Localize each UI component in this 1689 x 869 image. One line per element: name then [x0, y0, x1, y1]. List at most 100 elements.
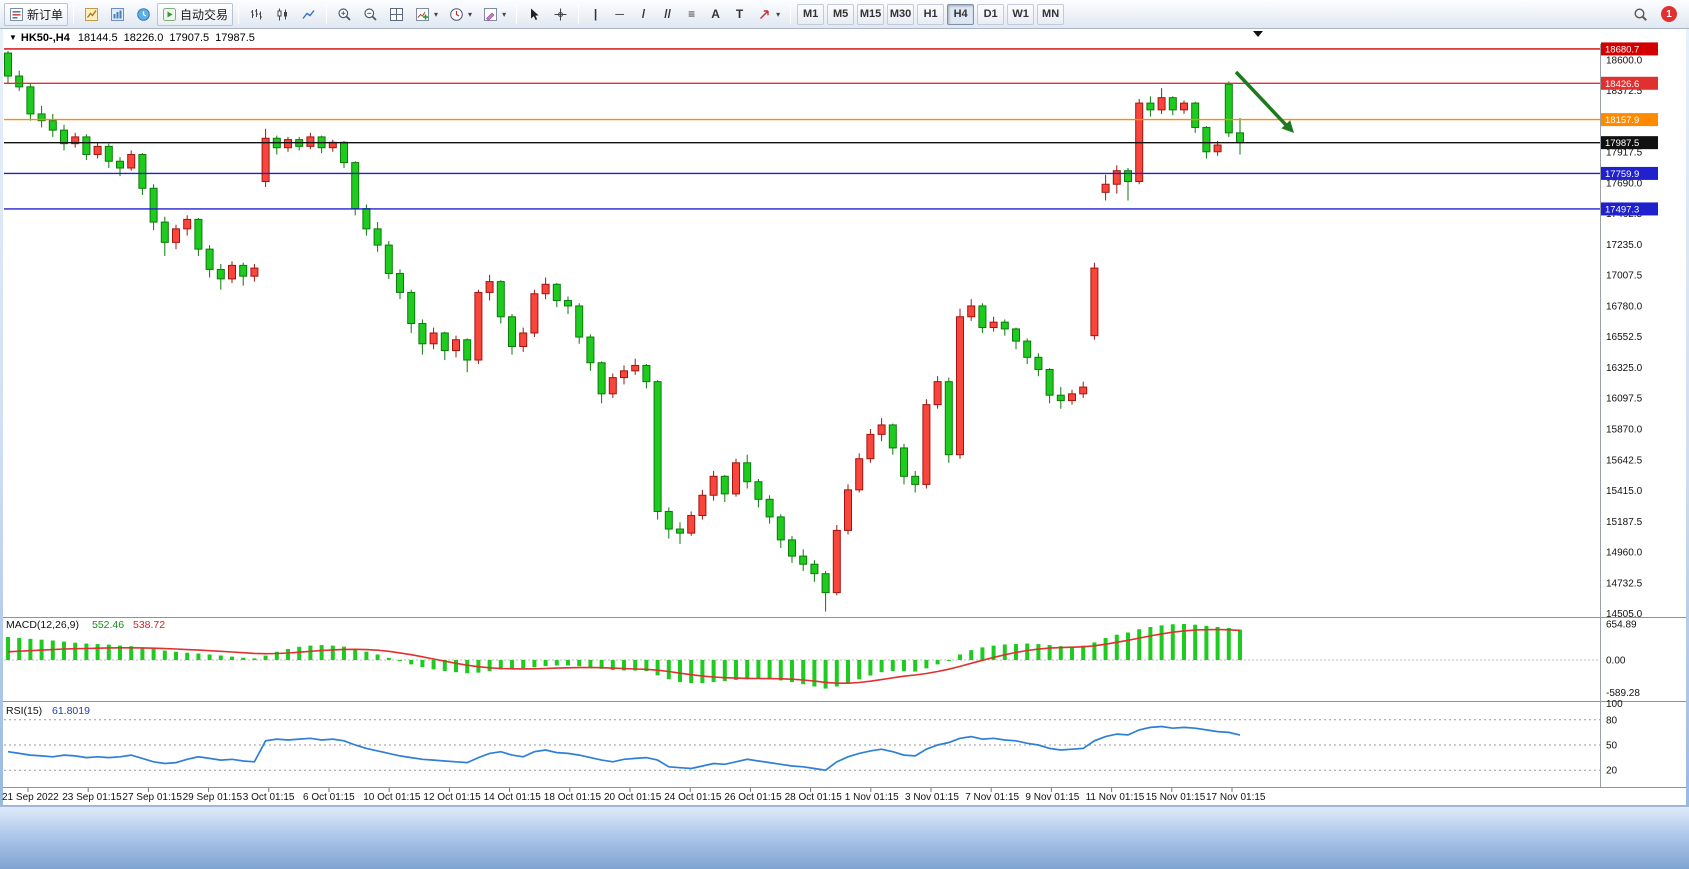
candle-body	[362, 208, 371, 230]
tile-windows-button[interactable]	[384, 3, 409, 26]
timeframe-w1-button[interactable]: W1	[1007, 3, 1035, 25]
price-axis-label: 17690.0	[1606, 178, 1643, 189]
new-order-icon	[10, 7, 23, 21]
macd-histogram-bar	[274, 651, 279, 660]
candle-body	[508, 316, 516, 348]
object-marker-triangle	[1253, 31, 1263, 37]
horizontal-line-tool-button[interactable]: ─	[608, 3, 631, 26]
market-watch-button[interactable]	[131, 3, 156, 26]
search-button[interactable]	[1628, 3, 1653, 26]
price-axis-label: 15415.0	[1606, 486, 1643, 497]
candle-body	[631, 364, 640, 372]
macd-histogram-bar	[1137, 629, 1142, 660]
candlestick-type-button[interactable]	[270, 3, 295, 26]
macd-histogram-bar	[431, 660, 436, 670]
macd-histogram-bar	[409, 660, 414, 665]
rsi-line	[7, 725, 1241, 772]
cursor-tool-button[interactable]	[522, 3, 547, 26]
arrows-tool-button[interactable]: ▾	[752, 3, 785, 26]
trend-arrow-line[interactable]	[1234, 70, 1288, 127]
candle-body	[463, 339, 472, 361]
timeframe-mn-button[interactable]: MN	[1037, 3, 1065, 25]
macd-axis-label: -589.28	[1606, 688, 1640, 699]
line-chart-type-button[interactable]	[296, 3, 321, 26]
collapse-icon[interactable]: ▼	[9, 33, 17, 42]
macd-histogram-bar	[554, 660, 559, 666]
macd-histogram-bar	[207, 654, 212, 660]
trendline-tool-button[interactable]: /	[632, 3, 655, 26]
templates-button[interactable]: ▾	[478, 3, 511, 26]
macd-histogram-bar	[1036, 644, 1041, 660]
price-badge-label: 18157.9	[1605, 115, 1639, 126]
time-axis-label: 3 Oct 01:15	[243, 792, 295, 803]
candle-body	[933, 381, 942, 406]
timeframe-m15-button[interactable]: M15	[857, 3, 885, 25]
candle-body	[82, 136, 91, 155]
candle-body	[530, 293, 539, 334]
price-badge	[1601, 136, 1658, 150]
candle-body	[351, 162, 360, 210]
candle-body	[687, 515, 696, 534]
price-badge	[1601, 76, 1658, 90]
candle-body	[1023, 340, 1032, 358]
zoom-in-button[interactable]	[332, 3, 357, 26]
macd-histogram-bar	[745, 660, 750, 680]
price-axis-label: 17007.5	[1606, 271, 1643, 282]
auto-trading-label: 自动交易	[180, 7, 229, 22]
bar-chart-type-button[interactable]	[244, 3, 269, 26]
candle-body	[732, 462, 740, 495]
price-badge	[1601, 113, 1658, 127]
candle-body	[1202, 126, 1211, 153]
macd-histogram-bar	[487, 660, 492, 672]
text-label-tool-button[interactable]: T	[728, 3, 751, 26]
fibonacci-tool-button[interactable]: ≡	[680, 3, 703, 26]
candle-body	[396, 272, 404, 293]
notification-badge[interactable]: 1	[1661, 6, 1677, 22]
candle-body	[15, 75, 24, 88]
profiles-button[interactable]	[105, 3, 130, 26]
new-chart-button[interactable]	[79, 3, 104, 26]
text-tool-button[interactable]: A	[704, 3, 727, 26]
macd-histogram-bar	[913, 660, 918, 672]
zoom-out-button[interactable]	[358, 3, 383, 26]
timeframe-d1-button[interactable]: D1	[977, 3, 1005, 25]
channel-tool-button[interactable]: //	[656, 3, 679, 26]
time-axis-label: 28 Oct 01:15	[785, 792, 843, 803]
timeframe-m30-button[interactable]: M30	[887, 3, 915, 25]
macd-value-main: 552.46	[92, 619, 124, 631]
indicators-button[interactable]: ▾	[410, 3, 443, 26]
crosshair-tool-button[interactable]	[548, 3, 573, 26]
timeframe-h4-button[interactable]: H4	[947, 3, 975, 25]
clock-icon	[450, 7, 463, 21]
candle-body	[1045, 368, 1054, 396]
time-axis-label: 29 Sep 01:15	[183, 792, 243, 803]
macd-histogram-bar	[218, 655, 223, 660]
trend-arrow-head[interactable]	[1281, 120, 1294, 133]
new-order-button[interactable]: 新订单	[4, 2, 69, 26]
price-axis-label: 15870.0	[1606, 424, 1643, 435]
candle-body	[866, 433, 875, 460]
macd-histogram-bar	[510, 660, 514, 669]
candle-body	[239, 264, 248, 277]
price-axis-label: 15642.5	[1606, 455, 1643, 466]
candle-body	[765, 498, 774, 518]
new-chart-icon	[85, 7, 99, 21]
periods-button[interactable]: ▾	[444, 3, 477, 26]
macd-signal-line	[7, 628, 1241, 684]
rsi-axis-label: 100	[1606, 699, 1623, 710]
timeframe-m5-button[interactable]: M5	[827, 3, 855, 25]
timeframe-m1-button[interactable]: M1	[797, 3, 825, 25]
vertical-line-icon: |	[593, 7, 598, 21]
auto-trading-button[interactable]: 自动交易	[157, 2, 234, 26]
candle-body	[1168, 97, 1177, 111]
candle-body	[1090, 267, 1099, 337]
macd-histogram-bar	[655, 660, 660, 676]
macd-histogram-bar	[342, 646, 346, 660]
vertical-line-tool-button[interactable]: |	[584, 3, 607, 26]
candle-body	[496, 281, 505, 318]
chart-background[interactable]	[3, 29, 1686, 805]
candle-body	[810, 563, 819, 575]
zoom-in-icon	[338, 7, 351, 21]
timeframe-h1-button[interactable]: H1	[917, 3, 945, 25]
